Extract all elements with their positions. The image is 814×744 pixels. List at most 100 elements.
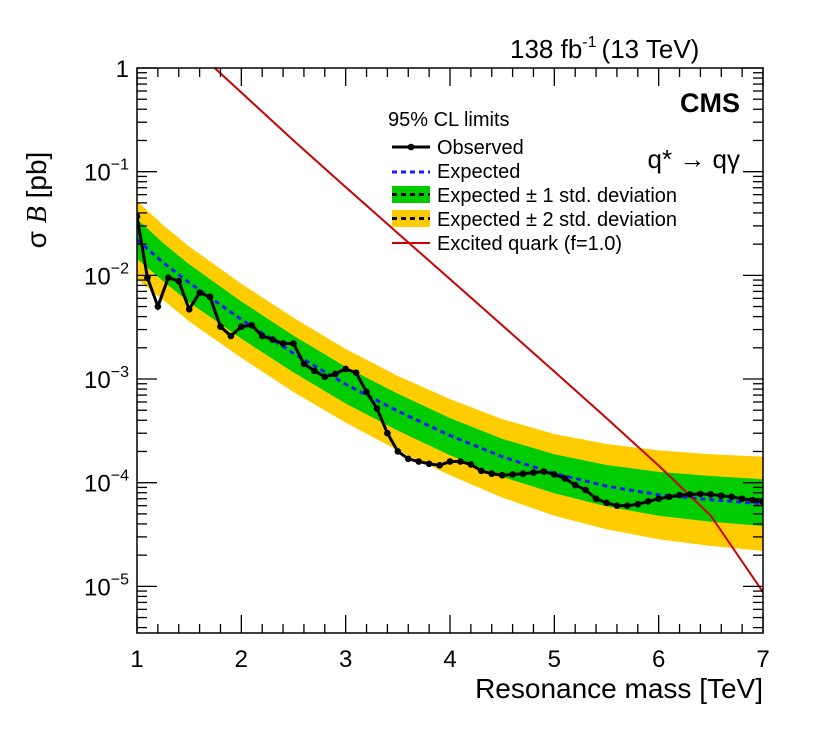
observed-point bbox=[185, 306, 193, 313]
legend-entry-theory: Excited quark (f=1.0) bbox=[392, 233, 622, 255]
observed-point bbox=[697, 490, 704, 498]
x-tick-label: 5 bbox=[548, 646, 561, 673]
observed-point bbox=[571, 481, 579, 489]
observed-point bbox=[478, 467, 485, 475]
observed-point bbox=[165, 274, 172, 281]
y-tick-label: 10−3 bbox=[84, 364, 129, 394]
y-axis-title: σ B [pb] bbox=[21, 152, 53, 249]
observed-point bbox=[394, 448, 402, 455]
observed-point bbox=[206, 293, 214, 301]
observed-point bbox=[498, 471, 506, 479]
observed-point bbox=[175, 277, 183, 285]
axis-ticks bbox=[136, 67, 764, 633]
process-label: q* → qγ bbox=[648, 144, 741, 174]
y-tick-label: 1 bbox=[116, 56, 129, 83]
observed-point bbox=[738, 495, 746, 503]
y-tick-label: 10−4 bbox=[84, 468, 129, 498]
observed-point bbox=[561, 475, 569, 482]
observed-point bbox=[644, 498, 652, 505]
x-tick-label: 6 bbox=[652, 646, 665, 673]
observed-point bbox=[363, 388, 370, 396]
observed-point bbox=[404, 455, 412, 463]
observed-point bbox=[592, 495, 600, 503]
observed-point bbox=[196, 289, 203, 297]
observed-point bbox=[749, 496, 756, 504]
legend-header: 95% CL limits bbox=[388, 109, 510, 131]
observed-point bbox=[488, 470, 496, 478]
x-tick-labels: 1 2 3 4 5 6 7 bbox=[130, 646, 769, 673]
observed-point bbox=[436, 462, 443, 469]
legend-observed-marker bbox=[407, 143, 415, 151]
observed-point bbox=[144, 274, 151, 281]
observed-point bbox=[665, 493, 673, 501]
expected-band-2sigma bbox=[137, 201, 763, 551]
x-axis-title: Resonance mass [TeV] bbox=[475, 673, 763, 704]
observed-point bbox=[311, 367, 318, 375]
legend-band1-label: Expected ± 1 std. deviation bbox=[437, 185, 677, 207]
y-tick-label: 10−2 bbox=[84, 260, 129, 290]
observed-point bbox=[707, 491, 715, 498]
observed-point bbox=[613, 502, 621, 509]
x-tick-label: 2 bbox=[235, 646, 248, 673]
observed-point bbox=[269, 336, 276, 343]
observed-point bbox=[624, 502, 631, 509]
legend-theory-label: Excited quark (f=1.0) bbox=[437, 233, 622, 255]
y-tick-labels: 1 10−1 10−2 10−3 10−4 10−5 bbox=[84, 56, 129, 601]
legend-entry-observed: Observed bbox=[392, 137, 524, 159]
observed-point bbox=[290, 340, 297, 347]
expected-line bbox=[137, 238, 763, 506]
observed-point bbox=[425, 460, 433, 468]
x-tick-label: 1 bbox=[130, 646, 143, 673]
expected-band-1sigma bbox=[137, 218, 763, 527]
observed-point bbox=[248, 321, 256, 329]
observed-point bbox=[603, 499, 610, 507]
observed-point bbox=[540, 468, 548, 475]
legend: 95% CL limits Observed Expected Expected… bbox=[388, 109, 677, 255]
observed-point bbox=[686, 491, 694, 498]
observed-point bbox=[258, 332, 266, 340]
observed-point bbox=[373, 405, 381, 412]
observed-point bbox=[227, 332, 235, 340]
legend-expected-label: Expected bbox=[437, 161, 520, 183]
observed-point bbox=[217, 323, 224, 330]
observed-point bbox=[321, 373, 329, 381]
observed-point bbox=[279, 340, 287, 347]
observed-point bbox=[137, 213, 141, 220]
observed-point bbox=[582, 486, 589, 494]
observed-point bbox=[717, 492, 725, 499]
observed-point bbox=[551, 471, 558, 478]
observed-points bbox=[137, 213, 763, 509]
y-tick-label: 10−5 bbox=[84, 571, 129, 601]
observed-point bbox=[415, 458, 423, 465]
observed-point bbox=[676, 491, 683, 499]
observed-point bbox=[467, 461, 475, 468]
observed-point bbox=[509, 471, 516, 478]
observed-point bbox=[530, 469, 537, 476]
observed-point bbox=[519, 470, 527, 478]
observed-point bbox=[154, 303, 162, 310]
observed-point bbox=[634, 500, 642, 508]
legend-entry-band1: Expected ± 1 std. deviation bbox=[392, 185, 677, 207]
lumi-label: 138 fb-1 (13 TeV) bbox=[510, 34, 699, 64]
observed-point bbox=[352, 369, 360, 377]
observed-point bbox=[446, 458, 454, 465]
observed-point bbox=[655, 495, 662, 503]
observed-point bbox=[759, 498, 763, 506]
legend-band2-label: Expected ± 2 std. deviation bbox=[437, 209, 677, 231]
observed-point bbox=[300, 360, 308, 368]
x-tick-label: 4 bbox=[443, 646, 456, 673]
observed-point bbox=[331, 370, 339, 378]
y-tick-label: 10−1 bbox=[84, 157, 129, 187]
theory-line bbox=[213, 68, 763, 593]
x-tick-label: 3 bbox=[339, 646, 352, 673]
observed-point bbox=[728, 493, 735, 501]
observed-point bbox=[457, 458, 464, 465]
observed-point bbox=[238, 323, 245, 330]
observed-point bbox=[384, 429, 391, 437]
legend-observed-label: Observed bbox=[437, 137, 524, 159]
plot-area bbox=[137, 68, 763, 593]
experiment-label: CMS bbox=[680, 88, 740, 118]
legend-entry-expected: Expected bbox=[392, 161, 520, 183]
legend-entry-band2: Expected ± 2 std. deviation bbox=[392, 209, 677, 231]
